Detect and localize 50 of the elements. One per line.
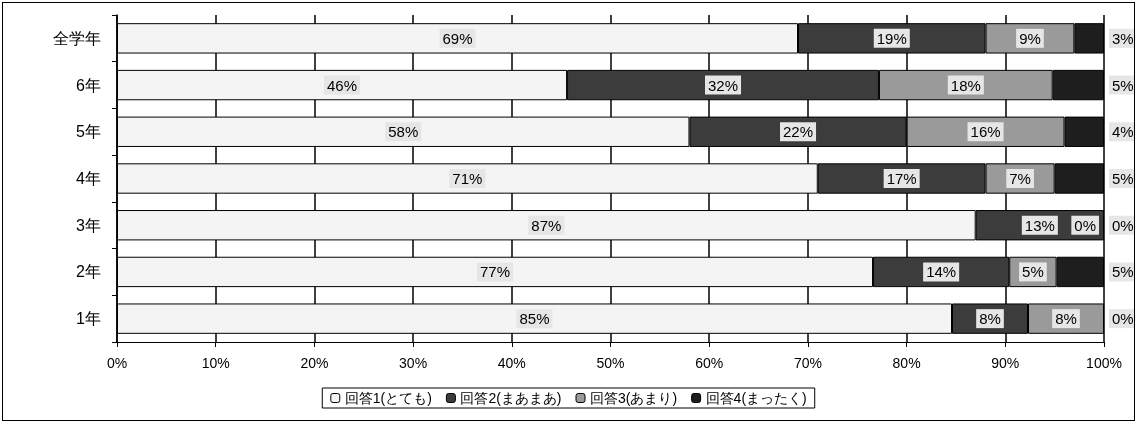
data-label: 5% (1112, 263, 1134, 281)
x-tick-label: 100% (1086, 355, 1122, 371)
x-tick-label: 20% (300, 355, 329, 371)
data-label: 4% (1112, 123, 1134, 141)
y-tick-label: 2年 (76, 263, 101, 281)
legend-label: 回答1(とても) (344, 390, 432, 406)
data-label: 18% (950, 76, 981, 94)
data-label: 85% (519, 310, 550, 328)
y-tick-label: 6年 (76, 76, 101, 94)
data-label: 5% (1112, 170, 1134, 187)
x-tick-label: 50% (596, 355, 625, 371)
data-label: 22% (783, 123, 814, 141)
data-label: 3% (1112, 29, 1134, 47)
data-label: 87% (531, 216, 562, 234)
data-label: 13% (1024, 216, 1055, 234)
data-label: 5% (1112, 76, 1134, 94)
legend-label: 回答2(まあまあ) (460, 390, 562, 406)
data-label: 5% (1022, 263, 1044, 281)
data-label: 8% (979, 310, 1001, 328)
y-tick-label: 3年 (76, 216, 101, 234)
data-label: 16% (970, 123, 1001, 141)
x-tick-label: 60% (695, 355, 724, 371)
x-tick-label: 70% (793, 355, 822, 371)
x-tick-label: 10% (201, 355, 230, 371)
data-label: 77% (480, 263, 511, 281)
data-label: 58% (388, 123, 419, 141)
y-tick-label: 5年 (76, 123, 101, 141)
x-tick-label: 90% (991, 355, 1020, 371)
data-label: 19% (876, 29, 907, 47)
y-tick-label: 4年 (76, 170, 101, 187)
legend-label: 回答3(あまり) (590, 390, 678, 406)
data-label: 0% (1112, 310, 1134, 328)
data-label: 0% (1112, 216, 1134, 234)
x-tick-label: 40% (497, 355, 526, 371)
data-label: 0% (1074, 216, 1096, 234)
data-label: 9% (1019, 29, 1041, 47)
x-tick-label: 30% (399, 355, 428, 371)
data-label: 17% (886, 170, 917, 187)
data-label: 32% (708, 76, 739, 94)
data-label: 7% (1009, 170, 1031, 187)
legend-label: 回答4(まったく) (705, 390, 807, 406)
x-tick-label: 0% (106, 355, 128, 371)
x-tick-label: 80% (892, 355, 921, 371)
data-label: 71% (452, 170, 483, 187)
data-label: 46% (327, 76, 358, 94)
data-label: 8% (1055, 310, 1077, 328)
data-label: 69% (442, 29, 473, 47)
y-tick-label: 1年 (76, 310, 101, 328)
data-label: 14% (926, 263, 957, 281)
y-tick-label: 全学年 (53, 29, 101, 47)
